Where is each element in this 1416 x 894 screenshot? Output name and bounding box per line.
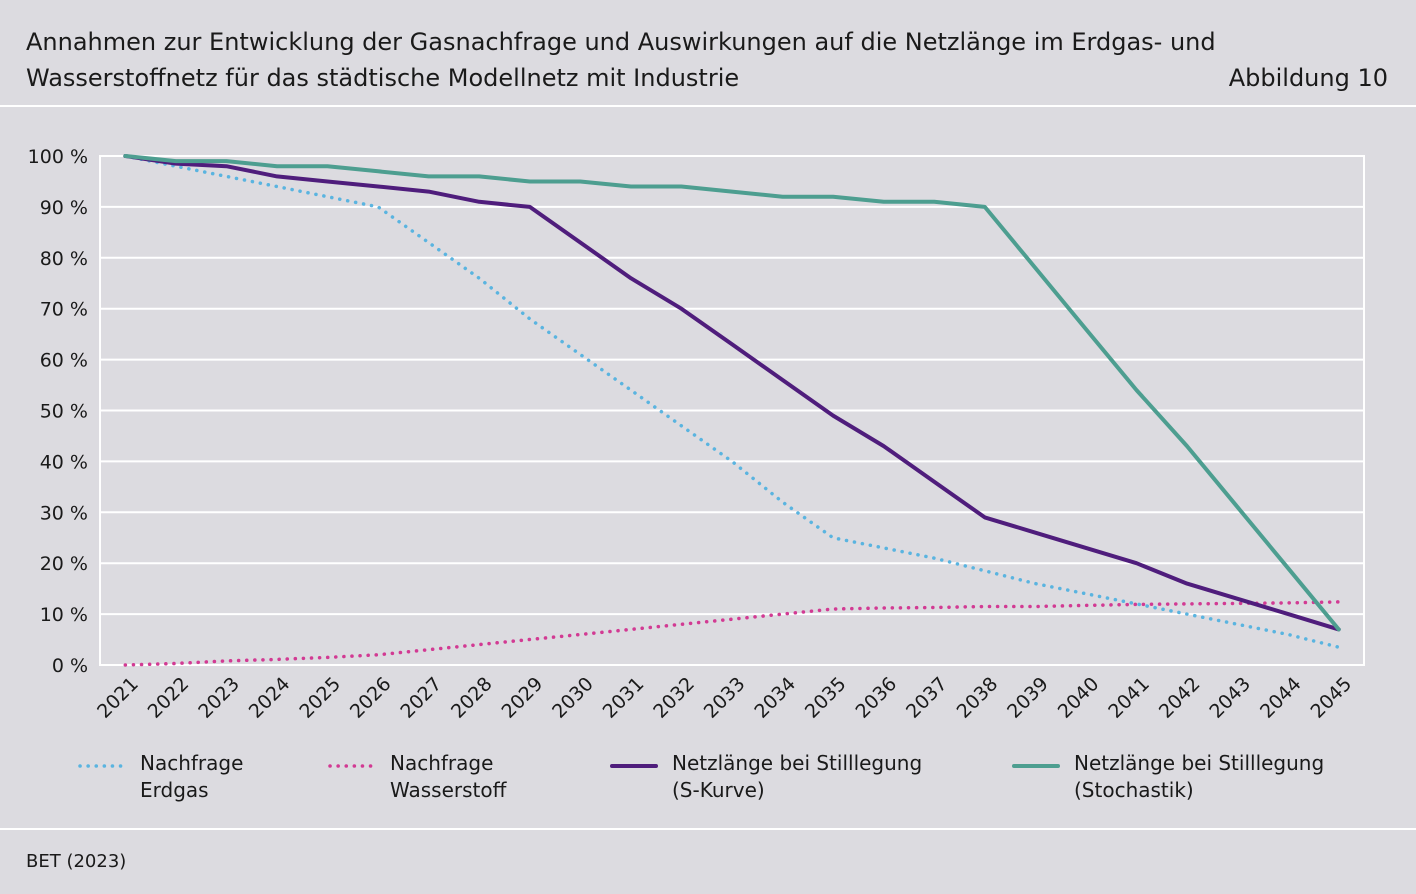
legend-label-nachfrage-erdgas: Nachfrage Erdgas <box>140 751 244 802</box>
y-tick-label-50: 50 % <box>40 401 88 423</box>
legend-swatch-netzlaenge-stochastik <box>1012 764 1060 768</box>
x-tick-label-2028: 2028 <box>447 673 497 723</box>
x-tick-label-2035: 2035 <box>801 673 851 723</box>
source-note: BET (2023) <box>26 851 127 872</box>
top-divider <box>0 105 1416 107</box>
x-tick-label-2032: 2032 <box>649 673 699 723</box>
x-tick-label-2023: 2023 <box>194 673 244 723</box>
x-tick-label-2040: 2040 <box>1054 673 1104 723</box>
legend-swatch-netzlaenge-s-kurve <box>610 764 658 768</box>
x-tick-label-2045: 2045 <box>1307 673 1357 723</box>
legend-label-netzlaenge-s-kurve: Netzlänge bei Stilllegung (S-Kurve) <box>672 751 923 802</box>
x-tick-label-2041: 2041 <box>1104 673 1154 723</box>
x-tick-label-2042: 2042 <box>1155 673 1205 723</box>
y-tick-label-30: 30 % <box>40 502 88 524</box>
line-chart: 0 % 10 % 20 % 30 % 40 % 50 % 60 % 70 % 80 % 90 % 1… <box>28 146 1365 723</box>
series-lines <box>123 154 1341 667</box>
y-tick-label-40: 40 % <box>40 451 88 473</box>
legend-swatch-nachfrage-erdgas <box>78 764 126 768</box>
x-tick-label-2025: 2025 <box>295 673 345 723</box>
x-tick-label-2026: 2026 <box>346 673 396 723</box>
y-tick-label-70: 70 % <box>40 299 88 321</box>
x-tick-label-2022: 2022 <box>144 673 194 723</box>
x-tick-label-2037: 2037 <box>902 673 952 723</box>
x-tick-label-2031: 2031 <box>599 673 649 723</box>
y-tick-label-90: 90 % <box>40 197 88 219</box>
x-tick-label-2033: 2033 <box>700 673 750 723</box>
header: Annahmen zur Entwicklung der Gasnachfrag… <box>0 0 1416 106</box>
legend-swatch-nachfrage-wasserstoff <box>328 764 376 768</box>
y-tick-label-80: 80 % <box>40 248 88 270</box>
x-tick-label-2036: 2036 <box>851 673 901 723</box>
x-tick-label-2043: 2043 <box>1205 673 1255 723</box>
y-tick-label-10: 10 % <box>40 604 88 626</box>
y-tick-label-60: 60 % <box>40 350 88 372</box>
legend: Nachfrage Erdgas Nachfrage Wasserstoff N… <box>0 748 1416 808</box>
chart-title: Annahmen zur Entwicklung der Gasnachfrag… <box>26 28 1216 92</box>
x-tick-label-2029: 2029 <box>498 673 548 723</box>
x-tick-label-2030: 2030 <box>548 673 598 723</box>
x-tick-label-2034: 2034 <box>750 673 800 723</box>
x-tick-label-2044: 2044 <box>1256 673 1306 723</box>
y-tick-label-20: 20 % <box>40 553 88 575</box>
figure-number: Abbildung 10 <box>1228 64 1388 92</box>
x-tick-label-2027: 2027 <box>396 673 446 723</box>
x-axis-tick-labels: 2021 2022 2023 2024 2025 2026 2027 2028 2029 2030… <box>93 673 1356 723</box>
x-tick-label-2039: 2039 <box>1003 673 1053 723</box>
y-tick-label-0: 0 % <box>52 655 88 677</box>
series-line-netzlaenge-bei-stilllegung-s-kurve <box>123 154 1341 632</box>
series-line-nachfrage-wasserstoff <box>123 600 1341 667</box>
legend-label-netzlaenge-stochastik: Netzlänge bei Stilllegung (Stochastik) <box>1074 751 1325 802</box>
x-tick-label-2038: 2038 <box>953 673 1003 723</box>
legend-label-nachfrage-wasserstoff: Nachfrage Wasserstoff <box>390 751 507 802</box>
bottom-divider <box>0 828 1416 830</box>
y-axis-tick-labels: 0 % 10 % 20 % 30 % 40 % 50 % 60 % 70 % 80 % 90 % 1… <box>28 146 88 677</box>
x-tick-label-2021: 2021 <box>93 673 143 723</box>
x-tick-label-2024: 2024 <box>245 673 295 723</box>
series-line-netzlaenge-bei-stilllegung-stochastik <box>123 154 1341 632</box>
y-tick-label-100: 100 % <box>28 146 88 168</box>
